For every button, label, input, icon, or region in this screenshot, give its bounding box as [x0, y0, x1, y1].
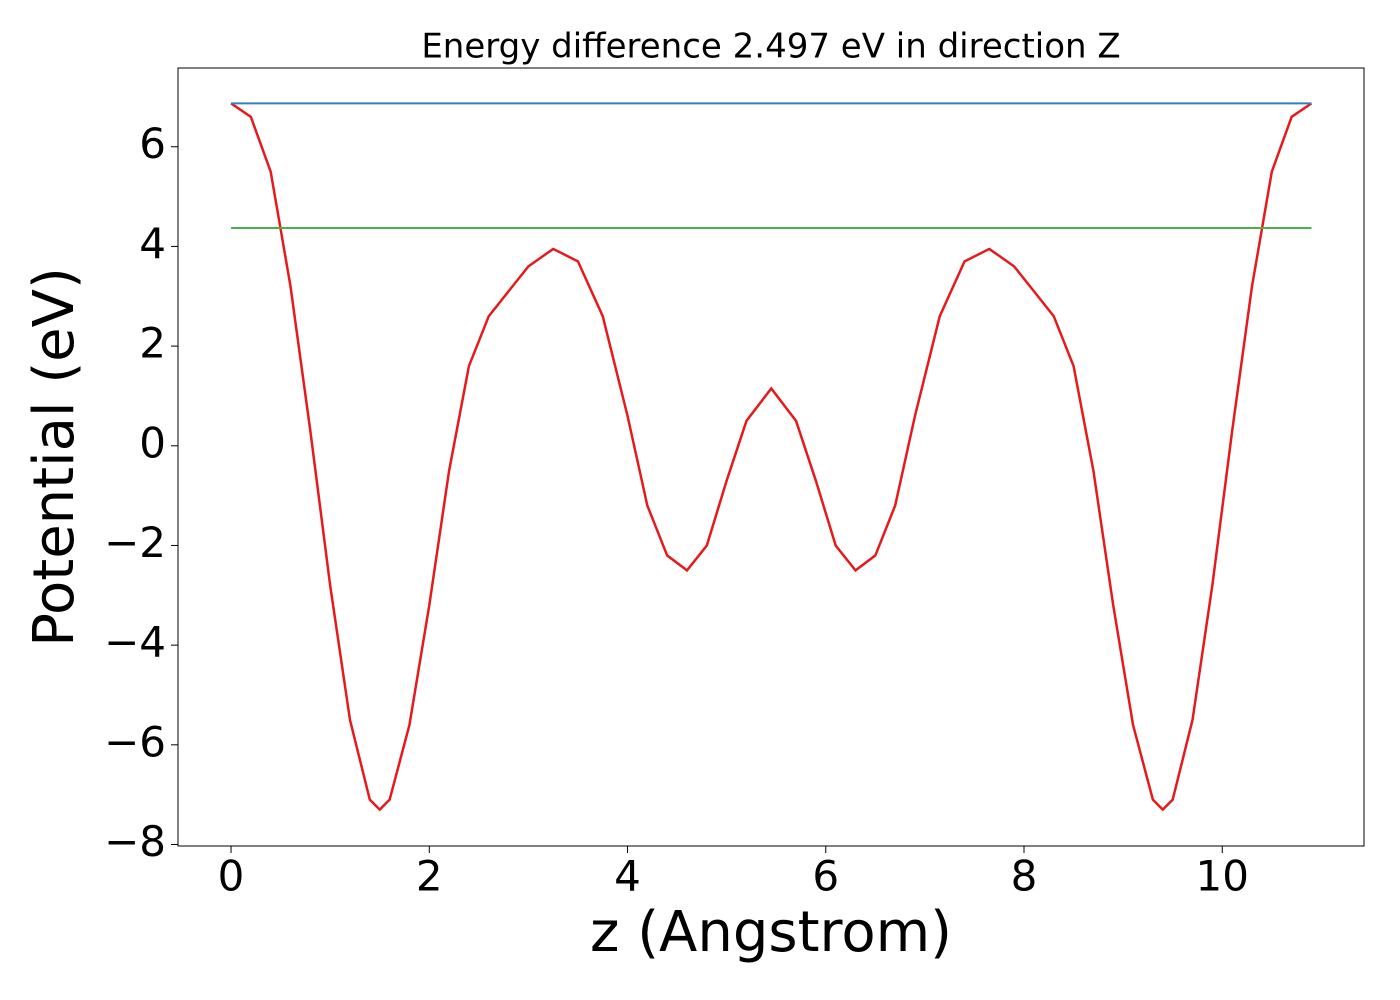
y-tick-label: 6: [139, 119, 166, 168]
x-tick-label: 6: [812, 852, 839, 901]
chart-title: Energy difference 2.497 eV in direction …: [421, 27, 1120, 67]
data-line: [230, 102, 1313, 812]
x-tick-label: 10: [1196, 852, 1249, 901]
y-tick-label: 4: [139, 219, 166, 268]
x-axis-label: z (Angstrom): [590, 900, 952, 965]
y-tick-label: −4: [104, 618, 166, 667]
x-tick-label: 4: [614, 852, 641, 901]
x-tick-label: 8: [1011, 852, 1038, 901]
x-tick-label: 2: [416, 852, 443, 901]
y-tick-label: −2: [104, 518, 166, 567]
y-tick-label: −6: [104, 717, 166, 766]
y-tick-label: 2: [139, 319, 166, 368]
plot-frame: [177, 67, 1365, 847]
x-tick-label: 0: [218, 852, 245, 901]
y-tick-label: −8: [104, 817, 166, 866]
y-axis-label: Potential (eV): [22, 267, 87, 647]
y-tick-label: 0: [139, 418, 166, 467]
